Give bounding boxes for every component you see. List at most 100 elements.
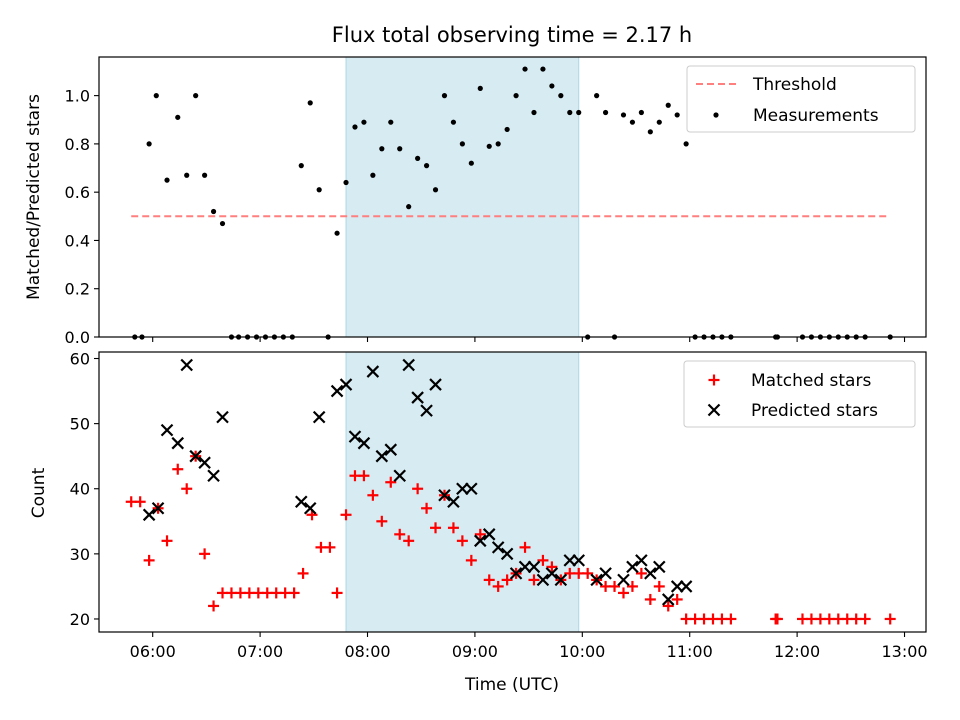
ratio-y-tick-label: 0.2 — [65, 280, 90, 299]
predicted-marker-b — [572, 554, 586, 567]
matched-star-point — [358, 470, 370, 482]
measurement-point — [219, 220, 226, 227]
predicted-marker-b — [590, 573, 603, 587]
measurement-point — [567, 109, 573, 116]
measurement-point — [316, 187, 322, 193]
matched-star-point — [331, 587, 343, 599]
count-y-tick-label: 30 — [70, 545, 90, 564]
predicted-star-point — [294, 495, 308, 509]
predicted-marker-b — [518, 560, 532, 574]
predicted-marker-b — [384, 443, 398, 456]
ratio-y-tick-label: 0.6 — [65, 183, 90, 202]
measurement-point — [576, 109, 582, 116]
predicted-star-point — [482, 528, 496, 541]
predicted-marker-b — [644, 567, 657, 580]
matched-star-point — [771, 613, 783, 625]
count-x-tick-label: 07:00 — [237, 642, 283, 661]
measurement-point — [638, 109, 644, 116]
measurement-point — [432, 187, 439, 193]
predicted-marker-b — [171, 436, 185, 450]
measurement-point — [175, 114, 181, 120]
predicted-star-point — [465, 482, 478, 496]
measurement-point — [647, 129, 653, 135]
predicted-marker-b — [366, 365, 380, 378]
ratio-legend-box — [686, 65, 916, 133]
predicted-star-point — [545, 567, 559, 580]
measurement-point — [629, 119, 636, 125]
measurement-point — [334, 230, 340, 236]
ratio-y-tick-label: 0.4 — [65, 231, 90, 250]
count-x-tick-label: 13:00 — [881, 642, 927, 661]
measurement-point — [495, 141, 501, 147]
measurement-point — [352, 124, 358, 130]
ratio-marks — [131, 66, 893, 340]
count-panel: 20 30 40 50 60 06:00 07:00 08:00 09:00 10:00 11:00… — [29, 350, 928, 695]
measurement-point — [153, 93, 159, 99]
predicted-marker-b — [617, 573, 630, 587]
count-y-tick-label: 40 — [70, 480, 90, 499]
count-y-axis-label: Count — [29, 467, 49, 518]
matched-star-point — [653, 580, 665, 592]
matched-star-point — [465, 554, 477, 566]
matched-star-point — [172, 463, 184, 475]
predicted-marker-b — [491, 541, 505, 554]
matched-star-point — [324, 541, 336, 553]
predicted-star-point — [518, 560, 532, 574]
predicted-star-point — [151, 502, 165, 515]
measurement-point — [210, 208, 217, 215]
legend-measurements-swatch — [713, 112, 719, 118]
matched-star-point — [208, 600, 220, 612]
measurement-point — [620, 112, 627, 118]
predicted-marker-b — [509, 567, 523, 580]
legend-predicted-label: Predicted stars — [751, 401, 878, 421]
matched-star-point — [635, 567, 647, 579]
matched-star-point — [430, 522, 442, 534]
count-x-tick-label: 09:00 — [452, 642, 498, 661]
predicted-star-point — [509, 567, 523, 580]
predicted-marker-b — [670, 580, 684, 593]
predicted-marker-b — [635, 554, 648, 567]
chart-title: Flux total observing time = 2.17 h — [332, 23, 692, 47]
measurement-point — [674, 112, 680, 118]
measurement-point — [388, 119, 394, 125]
matched-star-point — [447, 522, 459, 534]
measurement-point — [540, 66, 546, 72]
measurement-point — [423, 163, 430, 169]
predicted-star-point — [438, 488, 451, 502]
predicted-marker-b — [207, 469, 220, 482]
predicted-star-point — [180, 358, 193, 372]
predicted-marker-b — [482, 528, 496, 541]
measurement-point — [656, 119, 662, 125]
predicted-marker-b — [393, 469, 407, 482]
predicted-star-point — [670, 580, 684, 593]
predicted-marker-b — [661, 593, 675, 606]
measurement-point — [477, 85, 483, 91]
count-x-tick-label: 11:00 — [667, 642, 713, 661]
matched-star-point — [492, 580, 504, 592]
ratio-panel: 0.0 0.2 0.4 0.6 0.8 1.0 Matched/Predicted sta… — [24, 56, 927, 347]
matched-star-point — [134, 496, 146, 508]
ratio-y-tick-label: 0.0 — [65, 328, 90, 347]
predicted-star-point — [402, 358, 415, 372]
predicted-marker-b — [447, 495, 460, 509]
predicted-marker-b — [653, 560, 666, 574]
matched-star-point — [662, 600, 674, 612]
predicted-star-point — [661, 593, 675, 606]
measurement-point — [522, 66, 528, 72]
predicted-star-point — [626, 560, 639, 574]
matched-star-point — [403, 535, 415, 547]
predicted-star-point — [679, 580, 693, 593]
predicted-star-point — [491, 541, 505, 554]
matched-star-point — [617, 587, 629, 599]
predicted-marker-b — [142, 508, 156, 522]
predicted-star-point — [375, 449, 389, 463]
measurement-point — [459, 141, 465, 147]
matched-star-point — [288, 587, 300, 599]
count-plot-frame — [98, 351, 927, 633]
predicted-star-point — [456, 482, 469, 496]
matched-star-point — [181, 483, 193, 495]
predicted-star-point — [599, 567, 612, 580]
observing-span-bottom — [345, 351, 580, 633]
measurement-point — [361, 119, 367, 125]
matched-star-point — [725, 613, 737, 625]
